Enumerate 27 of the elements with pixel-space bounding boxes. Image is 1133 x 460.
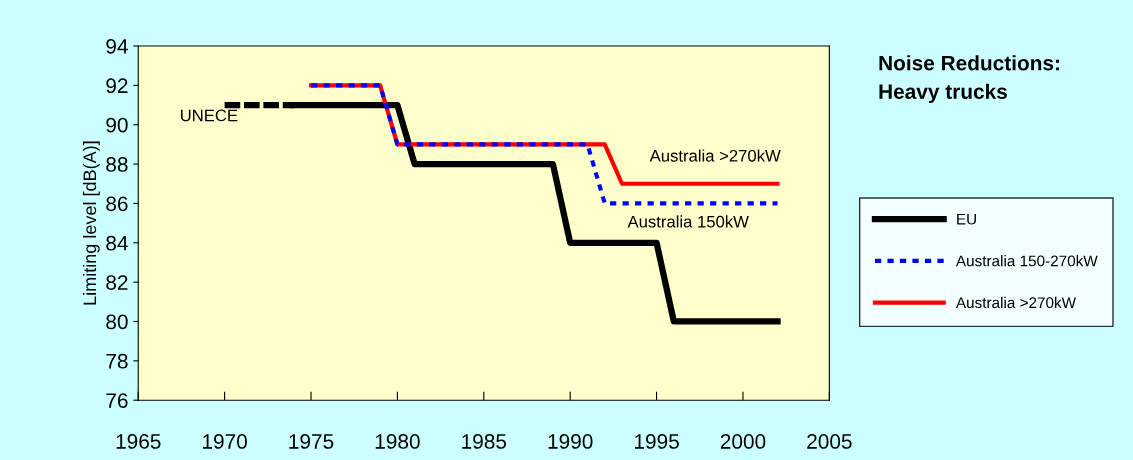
y-tick-label: 94 — [106, 39, 128, 54]
legend-label: Australia >270kW — [955, 296, 1077, 309]
legend-label: Australia 150-270kW — [955, 255, 1098, 267]
y-tick-label: 92 — [106, 78, 128, 94]
x-tick-label: 1965 — [116, 434, 161, 449]
y-tick-label: 82 — [106, 275, 128, 290]
x-tick-label: 1975 — [289, 434, 334, 449]
y-tick-label: 88 — [106, 157, 128, 172]
y-tick-label: 86 — [106, 196, 128, 212]
x-tick-label: 2005 — [807, 434, 852, 449]
y-tick-label: 76 — [106, 393, 128, 408]
annotation: Australia >270kW — [649, 149, 781, 162]
x-tick-label: 1980 — [375, 434, 420, 449]
y-tick-label: 90 — [106, 117, 128, 133]
annotation: Australia 150kW — [627, 215, 749, 228]
annotation: UNECE — [180, 109, 238, 122]
x-tick-label: 1985 — [462, 434, 507, 449]
x-tick-label: 1970 — [203, 434, 247, 449]
x-tick-label: 2000 — [720, 434, 766, 449]
x-tick-label: 1990 — [548, 434, 593, 449]
y-axis-title: Limiting level [dB(A)] — [82, 141, 100, 305]
y-tick-label: 84 — [106, 235, 128, 251]
y-tick-label: 80 — [106, 314, 128, 330]
legend-label: EU — [957, 213, 976, 225]
x-tick-label: 1995 — [634, 434, 679, 449]
text: Noise Reductions: Heavy trucks — [879, 55, 1059, 104]
y-tick-label: 78 — [106, 353, 128, 369]
